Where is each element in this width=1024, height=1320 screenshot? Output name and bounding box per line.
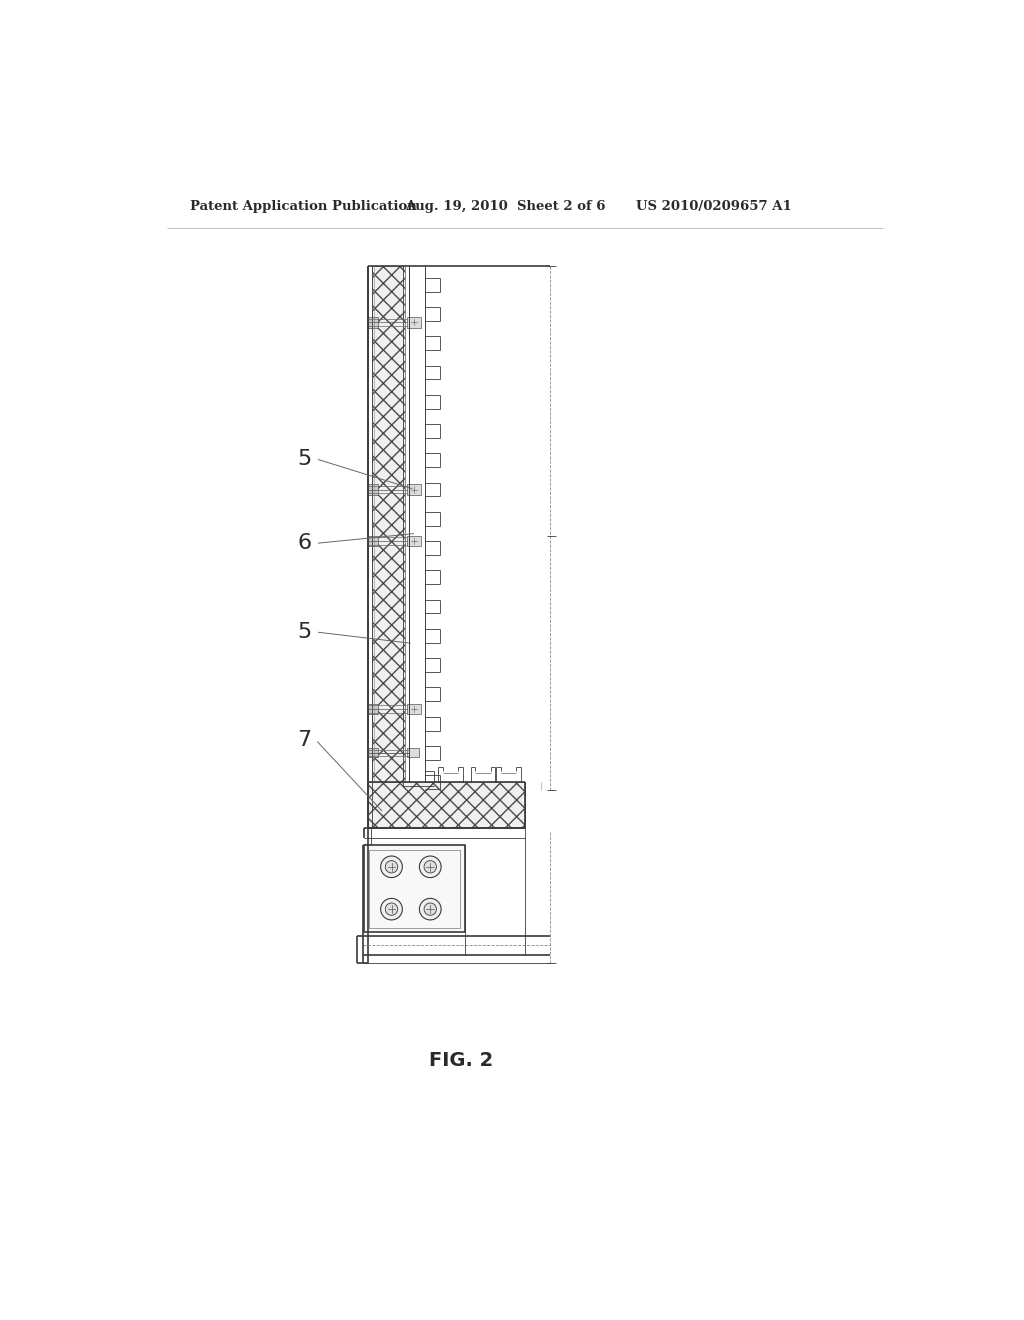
Text: FIG. 2: FIG. 2	[429, 1051, 494, 1071]
Bar	[365, 845, 465, 932]
Bar	[369, 536, 378, 546]
Bar	[407, 484, 421, 495]
Bar	[369, 317, 378, 327]
Bar	[369, 704, 378, 714]
Circle shape	[420, 857, 441, 878]
Bar	[369, 484, 378, 495]
Text: 6: 6	[298, 533, 311, 553]
Bar	[369, 748, 378, 758]
Text: 5: 5	[297, 622, 311, 642]
Bar	[407, 748, 420, 758]
Circle shape	[420, 899, 441, 920]
Circle shape	[385, 903, 397, 915]
Circle shape	[424, 861, 436, 873]
Bar	[369, 850, 461, 928]
Bar	[407, 704, 421, 714]
Bar	[407, 536, 421, 546]
Bar	[372, 267, 404, 781]
Bar	[407, 317, 421, 327]
Circle shape	[381, 899, 402, 920]
Circle shape	[385, 861, 397, 873]
Text: 7: 7	[298, 730, 311, 750]
Text: US 2010/0209657 A1: US 2010/0209657 A1	[636, 199, 792, 213]
Bar	[369, 781, 524, 829]
Text: 5: 5	[297, 449, 311, 469]
Circle shape	[424, 903, 436, 915]
Circle shape	[381, 857, 402, 878]
Text: Patent Application Publication: Patent Application Publication	[190, 199, 417, 213]
Text: Aug. 19, 2010  Sheet 2 of 6: Aug. 19, 2010 Sheet 2 of 6	[406, 199, 606, 213]
